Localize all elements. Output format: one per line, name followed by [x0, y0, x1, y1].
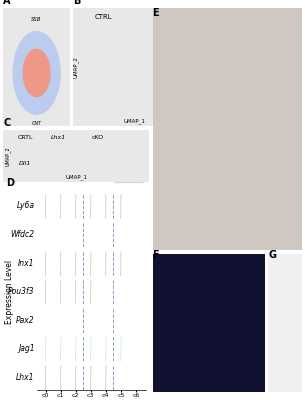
Text: C: C — [3, 118, 10, 128]
Text: Pax2: Pax2 — [16, 316, 34, 325]
Text: CRTL: CRTL — [18, 135, 33, 140]
Text: D: D — [6, 178, 14, 188]
Text: Wfdc2: Wfdc2 — [10, 230, 34, 239]
Text: cKO: cKO — [158, 14, 171, 20]
Text: UMAP_1: UMAP_1 — [65, 175, 87, 180]
Text: Inx1: Inx1 — [18, 258, 34, 268]
Text: A: A — [3, 0, 11, 6]
Text: Expression Level: Expression Level — [5, 260, 14, 324]
Text: SSB: SSB — [31, 18, 42, 22]
Text: Dll1: Dll1 — [19, 161, 31, 166]
Text: F: F — [152, 250, 159, 260]
Text: CNT: CNT — [31, 121, 42, 126]
Text: Lhx1: Lhx1 — [16, 373, 34, 382]
Text: E: E — [152, 8, 159, 18]
Text: G: G — [268, 250, 276, 260]
Text: Ly6a: Ly6a — [16, 201, 34, 210]
Text: UMAP_1: UMAP_1 — [123, 118, 145, 124]
Text: Pou3f3: Pou3f3 — [8, 287, 34, 296]
Legend: CTRL, cKO: CTRL, cKO — [113, 166, 143, 182]
Text: CTRL: CTRL — [95, 14, 113, 20]
Text: UMAP_2: UMAP_2 — [5, 146, 10, 166]
Text: Jag1: Jag1 — [18, 344, 34, 353]
Text: Lhx1: Lhx1 — [51, 135, 66, 140]
Circle shape — [23, 49, 50, 96]
Text: B: B — [73, 0, 81, 6]
Text: cKO: cKO — [92, 135, 104, 140]
Text: UMAP_2: UMAP_2 — [73, 56, 78, 78]
Circle shape — [13, 32, 60, 114]
